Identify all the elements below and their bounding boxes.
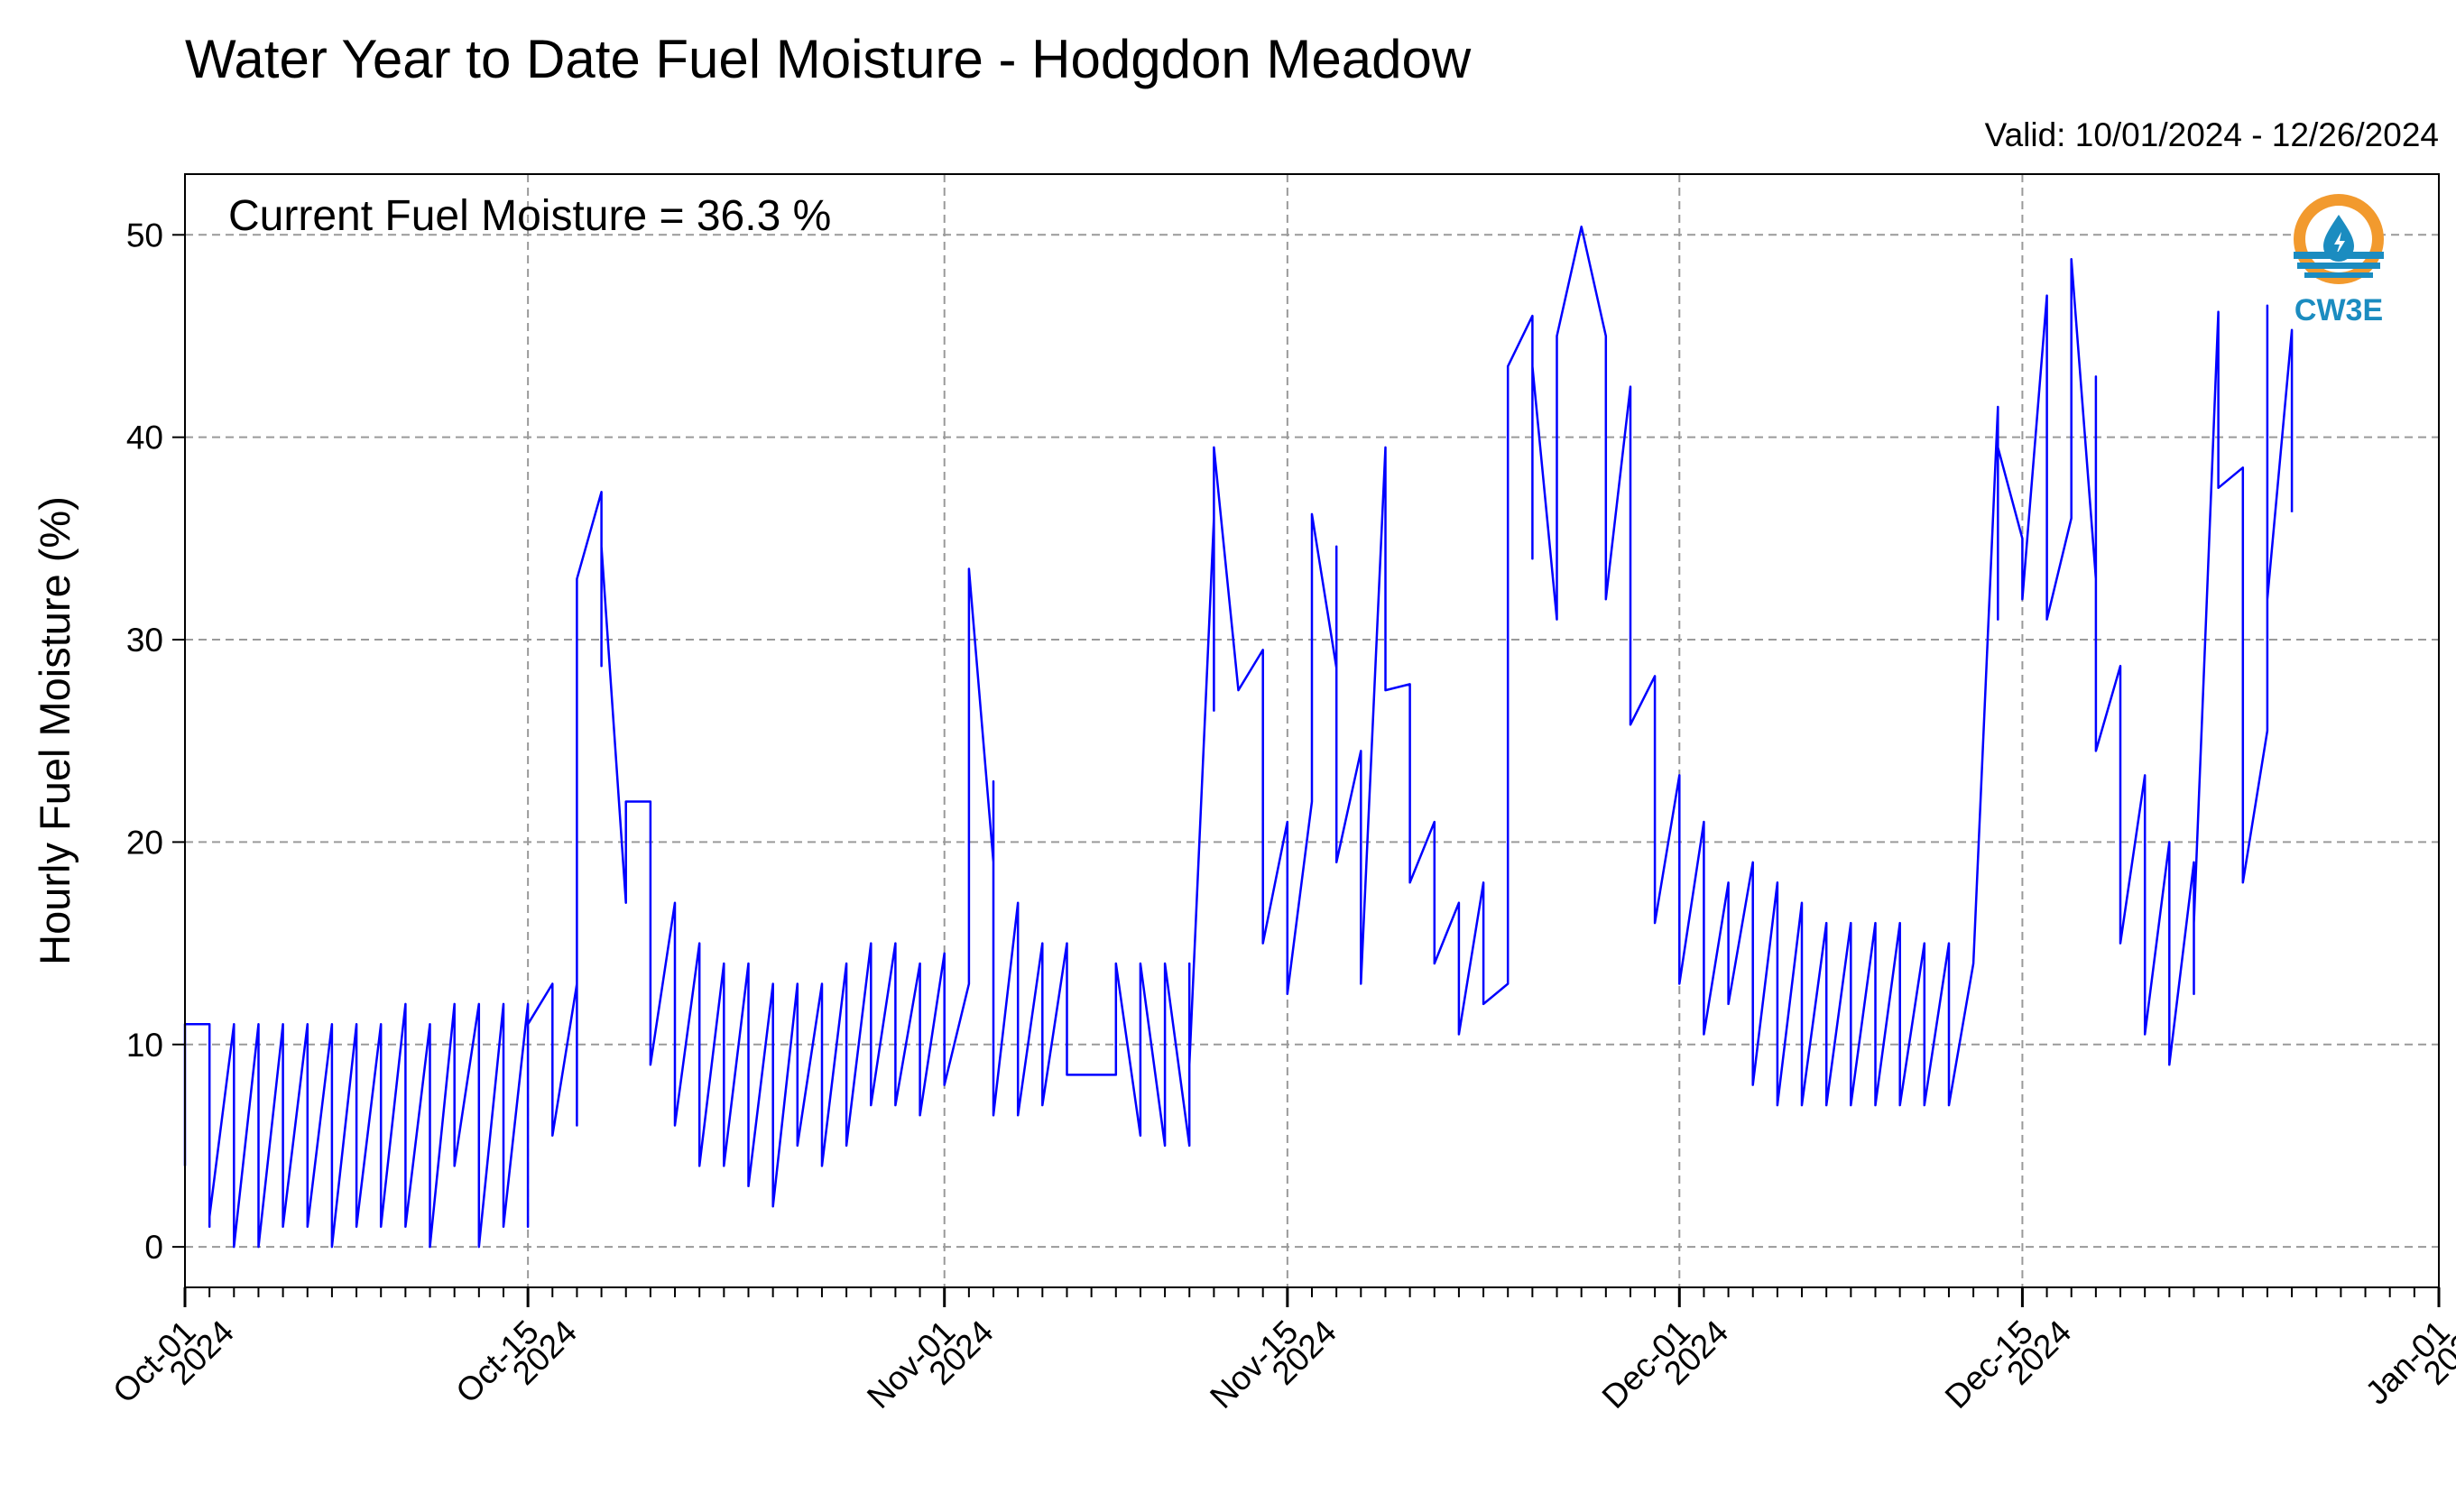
y-tick-label: 0 [144, 1229, 163, 1266]
y-tick-label: 10 [126, 1027, 163, 1064]
cw3e-logo: CW3E [2294, 194, 2384, 327]
chart-title: Water Year to Date Fuel Moisture - Hodgd… [185, 29, 1472, 89]
water-drop-icon [2323, 215, 2354, 262]
y-axis: 0 10 20 30 40 50 [126, 217, 185, 1266]
logo-text: CW3E [2294, 293, 2383, 327]
fuel-moisture-series-line [183, 226, 2294, 1249]
y-axis-label: Hourly Fuel Moisture (%) [31, 496, 78, 965]
y-tick-label: 50 [126, 217, 163, 254]
current-fuel-moisture-annotation: Current Fuel Moisture = 36.3 % [228, 192, 831, 240]
y-tick-label: 30 [126, 622, 163, 659]
valid-date-range: Valid: 10/01/2024 - 12/26/2024 [1985, 116, 2439, 153]
y-tick-label: 40 [126, 419, 163, 456]
series-layer [183, 226, 2294, 1249]
y-tick-label: 20 [126, 824, 163, 861]
